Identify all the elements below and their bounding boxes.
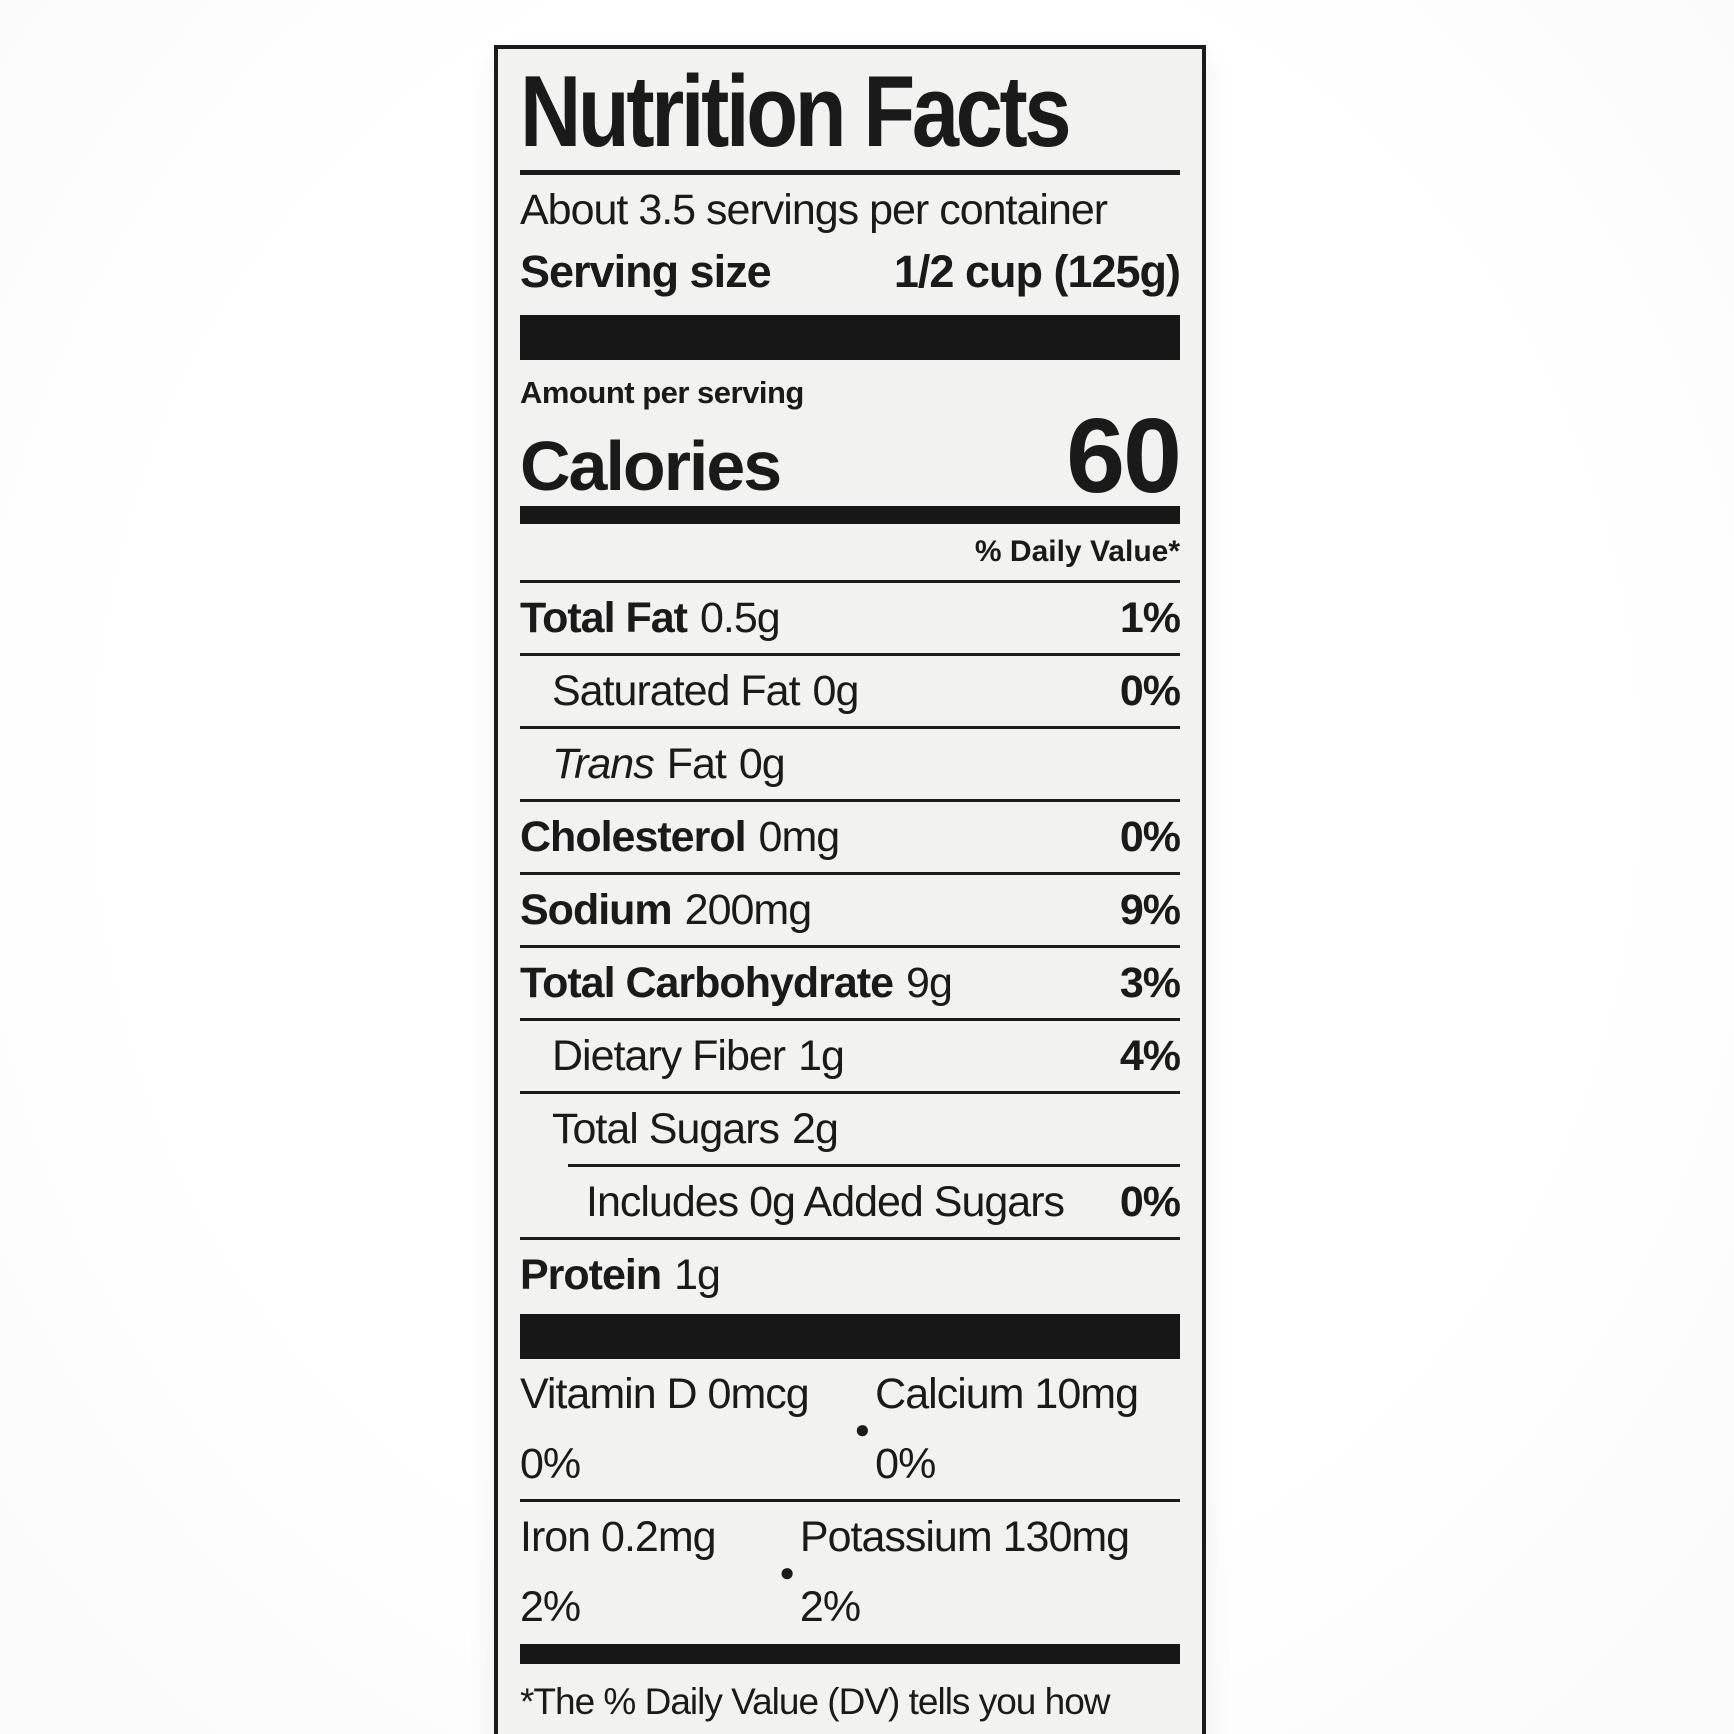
nutrient-row-protein: Protein 1g [520,1240,1180,1310]
calories-row: Calories 60 [520,397,1182,516]
nutrient-text: Saturated Fat 0g [552,656,860,726]
calories-value: 60 [1066,397,1182,516]
nutrient-amount: 0mg [758,812,841,861]
amount-per-serving-label: Amount per serving [520,375,804,411]
nutrient-amount: 1g [674,1250,721,1299]
nutrient-row-total-carbohydrate: Total Carbohydrate 9g 3% [520,948,1181,1021]
daily-value-header: % Daily Value* [520,524,1180,583]
nutrient-name: Fat [666,739,727,788]
nutrient-text: Trans Fat 0g [552,729,786,799]
serving-size-row: Serving size 1/2 cup (125g) [520,241,1181,303]
nutrient-dv: 4% [1119,1031,1181,1080]
nutrient-text: Total Sugars 2g [552,1094,839,1164]
nutrient-dv: 0% [1119,1177,1181,1226]
nutrient-row-saturated-fat: Saturated Fat 0g 0% [520,656,1181,729]
indented-divider [568,1163,1180,1167]
nutrient-row-added-sugars: Includes 0g Added Sugars 0% [520,1167,1181,1240]
nutrient-text: Includes 0g Added Sugars [586,1167,1065,1237]
nutrient-text: Total Fat 0.5g [520,583,781,653]
nutrient-name: Total Sugars [552,1104,780,1153]
potassium-value: Potassium 130mg 2% [799,1512,1130,1631]
nutrient-name: Total Carbohydrate [520,958,894,1007]
micronutrient-row-2: Iron 0.2mg 2% ● Potassium 130mg 2% [520,1502,1180,1642]
nutrient-amount: 9g [906,958,953,1007]
bullet-separator-icon: ● [779,1556,795,1587]
nutrient-name: Dietary Fiber [552,1031,786,1080]
calcium-value: Calcium 10mg 0% [875,1369,1139,1488]
bullet-separator-icon: ● [854,1413,870,1444]
nutrition-facts-label: Nutrition Facts About 3.5 servings per c… [494,45,1206,1734]
title-divider [520,170,1180,176]
nutrient-dv: 1% [1119,593,1181,642]
thick-divider-middle [520,1313,1180,1359]
nutrient-dv: 9% [1119,885,1181,934]
nutrient-name: Sodium [520,885,673,934]
serving-size-label: Serving size [520,246,772,298]
vitamin-d-value: Vitamin D 0mcg 0% [520,1369,810,1488]
nutrient-row-total-fat: Total Fat 0.5g 1% [520,583,1181,656]
nutrient-amount: 2g [792,1104,839,1153]
label-title: Nutrition Facts [520,56,1072,168]
nutrient-text: Cholesterol 0mg [520,802,841,872]
nutrient-name: Includes 0g Added Sugars [586,1177,1065,1226]
nutrient-name: Saturated Fat [552,666,801,715]
nutrient-name: Total Fat [520,593,688,642]
nutrient-name-italic: Trans [552,739,655,788]
iron-value: Iron 0.2mg 2% [520,1512,717,1631]
nutrient-row-total-sugars: Total Sugars 2g [520,1094,1180,1164]
nutrient-dv: 0% [1119,812,1181,861]
thick-divider-top [520,315,1180,361]
nutrient-name: Cholesterol [520,812,747,861]
calories-label: Calories [520,427,782,506]
nutrient-amount: 0.5g [699,593,781,642]
nutrient-text: Dietary Fiber 1g [552,1021,845,1091]
nutrient-text: Protein 1g [520,1240,721,1310]
nutrient-dv: 0% [1119,666,1181,715]
calories-divider [520,505,1180,524]
nutrient-amount: 200mg [684,885,812,934]
serving-size-value: 1/2 cup (125g) [893,246,1181,298]
nutrient-row-dietary-fiber: Dietary Fiber 1g 4% [520,1021,1181,1094]
nutrient-amount: 0g [738,739,786,788]
nutrient-name: Protein [520,1250,662,1299]
nutrient-dv: 3% [1119,958,1181,1007]
daily-value-footnote: *The % Daily Value (DV) tells you how mu… [520,1680,1111,1734]
nutrient-row-trans-fat: Trans Fat 0g [520,729,1180,802]
nutrient-amount: 1g [798,1031,845,1080]
thick-divider-bottom [520,1643,1180,1664]
servings-per-container: About 3.5 servings per container [520,186,1108,235]
nutrient-amount: 0g [812,666,860,715]
nutrient-row-cholesterol: Cholesterol 0mg 0% [520,802,1181,875]
nutrient-text: Sodium 200mg [520,875,812,945]
micronutrient-row-1: Vitamin D 0mcg 0% ● Calcium 10mg 0% [520,1359,1180,1502]
nutrient-text: Total Carbohydrate 9g [520,948,953,1018]
nutrient-row-sodium: Sodium 200mg 9% [520,875,1181,948]
